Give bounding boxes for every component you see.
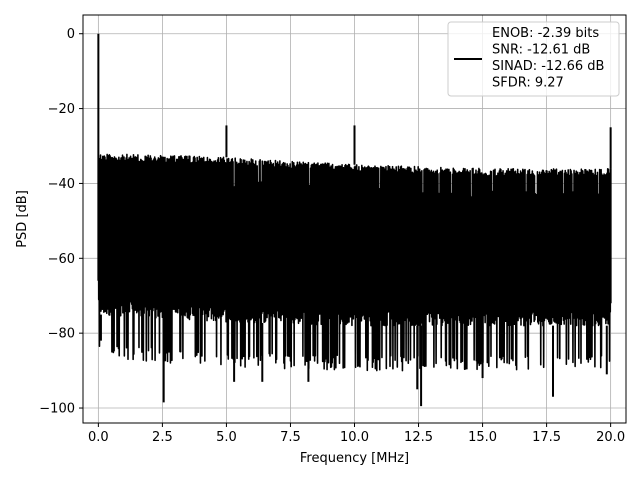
psd-series xyxy=(97,33,612,407)
x-tick-label: 17.5 xyxy=(532,430,561,445)
legend-snr: SNR: -12.61 dB xyxy=(492,43,590,58)
y-tick-label: −80 xyxy=(48,327,75,342)
x-axis-label: Frequency [MHz] xyxy=(300,451,409,466)
y-tick-label: −60 xyxy=(48,252,75,267)
y-tick-label: −40 xyxy=(48,177,75,192)
x-axis-ticks: 0.0 2.5 5.0 7.5 10.0 12.5 15.0 17.5 20.0 xyxy=(88,423,625,445)
y-tick-label: −20 xyxy=(48,102,75,117)
x-tick-label: 15.0 xyxy=(468,430,497,445)
y-tick-label: −100 xyxy=(39,402,75,417)
x-tick-label: 12.5 xyxy=(404,430,433,445)
legend-sfdr: SFDR: 9.27 xyxy=(492,76,564,91)
legend-box xyxy=(447,21,620,97)
y-axis-label: PSD [dB] xyxy=(15,190,30,248)
x-tick-label: 10.0 xyxy=(340,430,369,445)
x-tick-label: 7.5 xyxy=(280,430,301,445)
y-axis-ticks: 0 −20 −40 −60 −80 −100 xyxy=(39,27,83,417)
x-tick-label: 0.0 xyxy=(88,430,109,445)
psd-trace xyxy=(97,153,612,372)
x-tick-label: 5.0 xyxy=(216,430,237,445)
x-tick-label: 2.5 xyxy=(152,430,173,445)
x-tick-label: 20.0 xyxy=(596,430,625,445)
legend: ENOB: -2.39 bits SNR: -12.61 dB SINAD: -… xyxy=(447,21,620,97)
y-tick-label: 0 xyxy=(67,27,75,42)
legend-sinad: SINAD: -12.66 dB xyxy=(492,59,604,74)
legend-enob: ENOB: -2.39 bits xyxy=(492,26,599,41)
